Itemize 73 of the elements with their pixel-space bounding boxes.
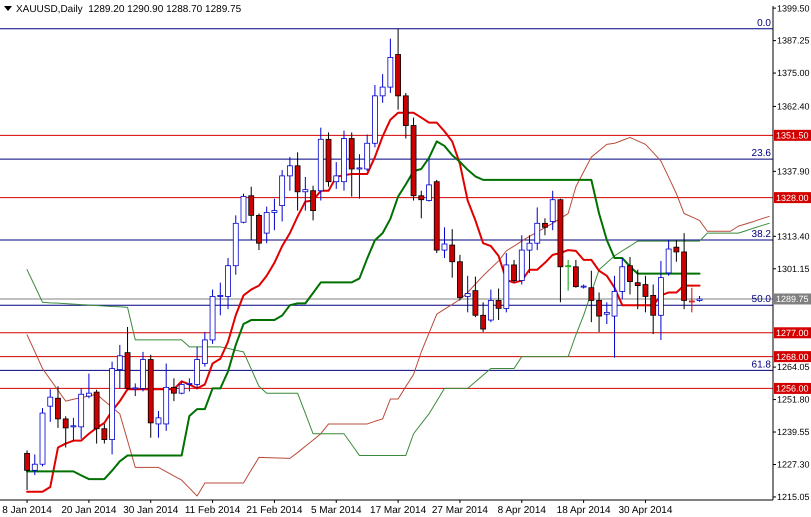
x-tick-label: 17 Mar 2014	[370, 505, 427, 516]
ref-line-label: 1277.00	[776, 328, 809, 338]
y-tick-label: 1337.90	[777, 166, 810, 177]
candlestick	[526, 234, 532, 274]
x-tick-label: 8 Jan 2014	[2, 505, 52, 516]
candlestick	[464, 275, 471, 313]
candlestick	[588, 270, 594, 323]
candlestick	[634, 269, 641, 310]
candlestick	[426, 158, 432, 202]
candlestick	[62, 416, 69, 448]
candlestick	[24, 450, 30, 490]
candlestick	[333, 162, 340, 190]
candlestick	[534, 206, 540, 251]
candlestick	[86, 373, 92, 399]
y-tick-label: 1362.40	[777, 102, 810, 112]
candlestick	[132, 382, 138, 397]
annotation: 0.0	[757, 18, 772, 29]
candlestick	[101, 423, 108, 444]
candlestick	[32, 454, 38, 476]
candlestick	[116, 344, 123, 389]
candlestick	[550, 190, 556, 231]
candlestick	[449, 228, 456, 278]
annotation: 50.0	[752, 294, 772, 306]
candlestick	[217, 282, 224, 316]
x-tick-label: 5 Mar 2014	[310, 505, 362, 516]
y-tick-label: 1264.05	[777, 362, 810, 372]
ref-line-label: 1256.00	[776, 384, 809, 394]
candlestick	[666, 240, 672, 276]
y-tick-label: 1301.15	[777, 264, 810, 274]
candlestick	[264, 206, 270, 244]
ref-line-label: 1328.00	[776, 192, 809, 203]
candlestick	[688, 287, 695, 313]
ref-line-label: 1289.75	[776, 294, 809, 304]
candlestick	[511, 259, 517, 284]
ref-line-label: 1351.50	[776, 130, 809, 140]
candlestick	[286, 156, 293, 192]
x-tick-label: 30 Jan 2014	[123, 505, 179, 516]
candlestick	[47, 388, 54, 422]
annotation: 23.6	[752, 148, 772, 160]
candlestick	[496, 288, 502, 321]
candlestick	[202, 331, 208, 368]
ref-line-label: 1268.00	[776, 352, 809, 362]
y-tick-label: 1239.55	[777, 427, 810, 438]
x-tick-label: 21 Feb 2014	[246, 505, 303, 516]
candlestick	[627, 256, 633, 295]
x-tick-label: 18 Apr 2014	[556, 505, 612, 516]
y-tick-label: 1227.30	[777, 460, 810, 470]
y-tick-label: 1313.40	[777, 231, 810, 242]
candlestick	[178, 380, 185, 395]
annotation: 38.2	[752, 229, 772, 240]
candlestick	[356, 154, 362, 200]
candlestick	[572, 259, 579, 288]
x-tick-label: 20 Jan 2014	[61, 505, 117, 516]
line-series	[26, 222, 770, 456]
x-tick-label: 11 Feb 2014	[184, 505, 241, 516]
chart-title: XAUUSD,Daily 1289.20 1290.90 1288.70 1289.75	[16, 4, 242, 15]
candlestick	[70, 417, 76, 442]
y-tick-label: 1399.50	[777, 3, 810, 14]
candlestick	[272, 198, 278, 231]
candlestick	[642, 275, 648, 313]
candlestick	[156, 410, 162, 438]
x-tick-label: 30 Apr 2014	[618, 505, 673, 516]
y-tick-label: 1215.05	[777, 492, 810, 502]
y-tick-label: 1251.80	[777, 394, 810, 405]
x-tick-label: 8 Apr 2014	[498, 505, 546, 516]
candlestick	[542, 218, 548, 236]
candlestick	[442, 226, 448, 259]
candlestick	[604, 302, 610, 325]
y-tick-label: 1387.25	[777, 36, 810, 46]
annotation: 61.8	[752, 359, 772, 370]
x-tick-label: 27 Mar 2014	[432, 505, 488, 516]
candlestick	[488, 289, 494, 323]
y-tick-label: 1375.00	[777, 68, 810, 78]
